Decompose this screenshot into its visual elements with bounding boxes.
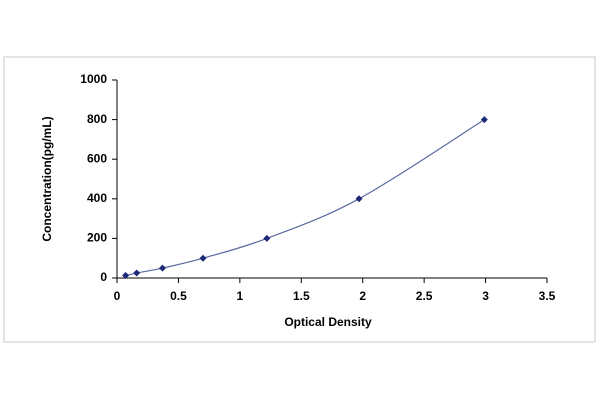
data-point bbox=[355, 195, 363, 203]
data-point bbox=[263, 234, 271, 242]
x-tick-label: 0 bbox=[114, 289, 121, 303]
data-point bbox=[480, 116, 488, 124]
y-tick-label: 400 bbox=[87, 191, 107, 205]
y-tick-label: 600 bbox=[87, 151, 107, 165]
y-tick-label: 0 bbox=[100, 270, 107, 284]
x-tick-label: 1 bbox=[237, 289, 244, 303]
x-tick-label: 1.5 bbox=[293, 289, 310, 303]
x-tick-label: 3 bbox=[482, 289, 489, 303]
x-tick-label: 0.5 bbox=[170, 289, 187, 303]
y-tick-label: 800 bbox=[87, 112, 107, 126]
x-tick-label: 2.5 bbox=[416, 289, 433, 303]
data-point bbox=[158, 264, 166, 272]
y-tick-label: 200 bbox=[87, 231, 107, 245]
y-tick-label: 1000 bbox=[80, 72, 107, 86]
y-axis-title: Concentration(pg/mL) bbox=[40, 116, 54, 241]
x-tick-label: 3.5 bbox=[539, 289, 556, 303]
x-tick-label: 2 bbox=[359, 289, 366, 303]
data-point bbox=[122, 272, 130, 280]
chart-frame bbox=[3, 56, 596, 343]
data-point bbox=[133, 269, 141, 277]
data-point bbox=[199, 254, 207, 262]
x-axis-title: Optical Density bbox=[284, 315, 372, 329]
